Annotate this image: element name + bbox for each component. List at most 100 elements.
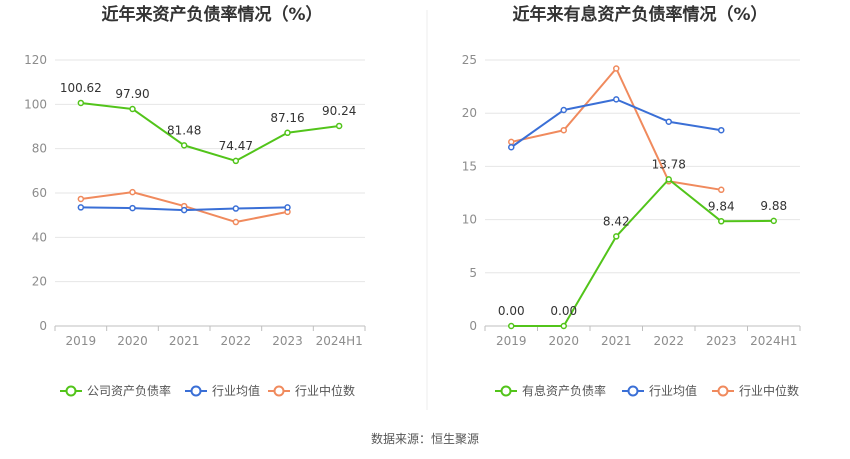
x-tick-label: 2020 — [117, 334, 148, 348]
data-label: 74.47 — [219, 139, 253, 153]
y-tick-label: 40 — [32, 230, 47, 244]
series-line — [510, 98, 722, 149]
data-point — [613, 233, 620, 240]
y-tick-label: 0 — [469, 319, 477, 333]
y-tick-label: 120 — [24, 53, 47, 67]
data-label: 0.00 — [550, 304, 577, 318]
data-label: 9.88 — [760, 199, 787, 213]
y-tick-label: 0 — [39, 319, 47, 333]
y-tick-label: 10 — [462, 213, 477, 227]
data-label: 100.62 — [60, 81, 102, 95]
x-tick-label: 2020 — [548, 334, 579, 348]
data-point — [560, 322, 567, 330]
data-point — [335, 122, 343, 130]
legend-swatch-marker — [717, 385, 729, 397]
chart-title: 近年来资产负债率情况（%） — [101, 4, 322, 25]
legend-swatch-marker — [627, 385, 639, 397]
legend-label: 行业中位数 — [739, 383, 799, 398]
data-label: 8.42 — [603, 214, 630, 228]
y-tick-label: 60 — [32, 186, 47, 200]
data-labels: 0.00 0.00 8.42 13.78 9.84 9.88 — [498, 157, 787, 318]
data-point — [232, 205, 240, 212]
data-point — [718, 218, 725, 225]
data-point — [508, 143, 515, 151]
data-labels: 100.62 97.90 81.48 74.47 87.16 90.24 — [60, 81, 357, 153]
data-point — [77, 204, 85, 211]
x-tick-label: 2024H1 — [316, 334, 363, 348]
grid-lines — [55, 59, 365, 283]
data-point — [770, 217, 777, 225]
legend: 公司资产负债率 行业均值 行业中位数 — [60, 383, 355, 398]
x-tick-label: 2019 — [496, 334, 527, 348]
y-tick-label: 25 — [462, 53, 477, 67]
data-point — [718, 126, 725, 134]
series-layer — [77, 99, 343, 226]
y-tick-label: 100 — [24, 97, 47, 111]
data-point — [77, 195, 85, 203]
data-point — [77, 99, 85, 107]
data-point — [718, 186, 725, 194]
series-line — [80, 101, 340, 162]
data-label: 90.24 — [322, 104, 356, 118]
x-tick-label: 2021 — [169, 334, 200, 348]
x-tick-label: 2023 — [272, 334, 303, 348]
y-tick-label: 15 — [462, 159, 477, 173]
x-axis: 2019 2020 2021 2022 2023 2024H1 — [54, 325, 366, 348]
data-point — [560, 106, 567, 114]
series-layer — [508, 65, 777, 330]
series-line — [511, 67, 722, 191]
legend-label: 行业中位数 — [295, 383, 355, 398]
data-point — [232, 218, 240, 226]
x-axis: 2019 2020 2021 2022 2023 2024H1 — [484, 325, 801, 348]
legend-label: 公司资产负债率 — [87, 383, 171, 398]
data-point — [560, 126, 567, 134]
data-point — [508, 322, 515, 330]
x-tick-label: 2021 — [601, 334, 632, 348]
chart-title: 近年来有息资产负债率情况（%） — [512, 4, 767, 25]
data-label: 97.90 — [115, 87, 149, 101]
data-label: 9.84 — [708, 199, 735, 213]
x-tick-label: 2024H1 — [750, 334, 797, 348]
x-tick-label: 2022 — [221, 334, 252, 348]
y-tick-label: 20 — [32, 275, 47, 289]
legend-swatch-marker — [500, 385, 512, 397]
data-point — [180, 206, 188, 214]
data-label: 0.00 — [498, 304, 525, 318]
data-point — [665, 176, 672, 183]
y-axis-ticks: 0 20 40 60 80 100 120 — [24, 53, 47, 333]
data-point — [665, 118, 672, 125]
grid-lines — [485, 59, 800, 274]
legend-swatch-marker — [273, 385, 285, 397]
data-label: 81.48 — [167, 123, 201, 137]
series-line — [511, 178, 774, 327]
data-point — [232, 157, 240, 165]
legend-label: 行业均值 — [649, 383, 697, 398]
y-tick-label: 5 — [469, 266, 477, 280]
data-label: 13.78 — [652, 157, 686, 171]
data-point — [129, 204, 136, 212]
y-tick-label: 80 — [32, 142, 47, 156]
data-label: 87.16 — [270, 111, 304, 125]
x-tick-label: 2019 — [66, 334, 97, 348]
legend-label: 行业均值 — [212, 383, 260, 398]
data-point — [613, 96, 620, 103]
data-point — [284, 129, 291, 137]
legend: 有息资产负债率 行业均值 行业中位数 — [495, 383, 799, 398]
data-point — [129, 105, 136, 113]
legend-swatch-marker — [190, 385, 202, 397]
x-tick-label: 2022 — [653, 334, 684, 348]
data-point — [180, 142, 188, 149]
legend-swatch-marker — [65, 385, 77, 397]
legend-label: 有息资产负债率 — [522, 383, 606, 398]
data-point — [613, 65, 620, 72]
y-tick-label: 20 — [462, 106, 477, 120]
data-point — [129, 188, 136, 196]
data-source: 数据来源：恒生聚源 — [371, 431, 479, 446]
data-point — [508, 138, 515, 146]
x-tick-label: 2023 — [706, 334, 737, 348]
data-point — [284, 204, 291, 211]
